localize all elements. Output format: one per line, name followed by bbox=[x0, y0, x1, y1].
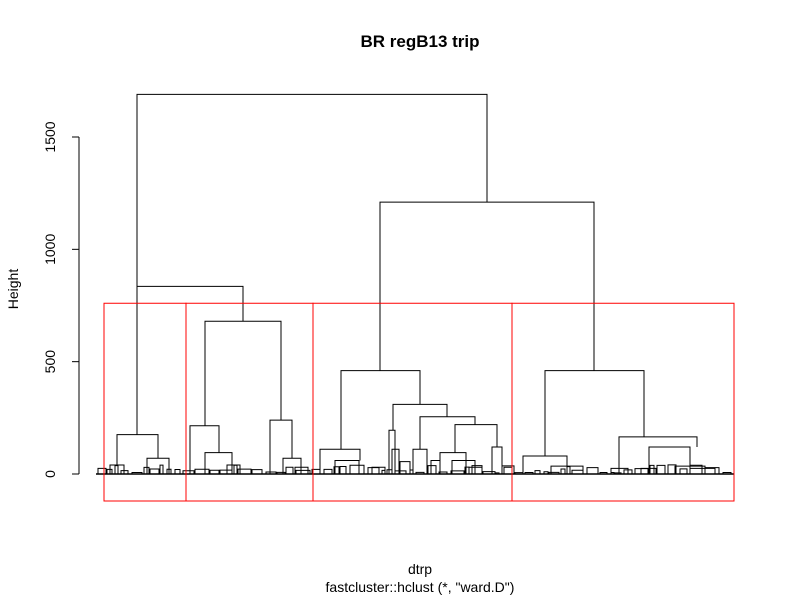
dendrogram-merge bbox=[285, 466, 294, 474]
dendrogram-merge bbox=[454, 424, 498, 453]
dendrogram-merge bbox=[391, 448, 400, 474]
dendrogram-merge bbox=[439, 452, 467, 474]
y-tick-label: 0 bbox=[42, 470, 58, 478]
dendrogram-merge bbox=[623, 469, 633, 474]
dendrogram-merge bbox=[503, 466, 513, 474]
dendrogram-merge bbox=[548, 471, 560, 474]
dendrogram-merge bbox=[560, 468, 566, 474]
dendrogram-merge bbox=[204, 452, 233, 474]
cluster-boxes bbox=[103, 302, 735, 502]
dendrogram-merge bbox=[648, 446, 691, 474]
dendrogram-merge bbox=[189, 425, 220, 474]
dendrogram-merge bbox=[667, 464, 677, 474]
dendrogram-merge bbox=[501, 465, 515, 474]
y-tick-label: 1500 bbox=[42, 121, 58, 152]
dendrogram-merge bbox=[471, 465, 483, 474]
dendrogram-merge bbox=[412, 448, 428, 474]
dendrogram-merge bbox=[679, 468, 688, 474]
dendrogram-merge bbox=[618, 436, 698, 474]
y-tick-label: 1000 bbox=[42, 234, 58, 265]
dendrogram-merge bbox=[586, 467, 599, 474]
dendrogram-merge bbox=[219, 469, 233, 474]
x-axis-label: dtrp bbox=[408, 561, 432, 577]
dendrogram-merge bbox=[367, 467, 380, 474]
dendrogram-merge bbox=[419, 416, 476, 450]
dendrogram-merge bbox=[427, 465, 437, 474]
dendrogram-merge bbox=[392, 403, 448, 431]
dendrogram-merge bbox=[311, 468, 321, 474]
dendrogram-merge bbox=[194, 468, 210, 474]
dendrogram-merge bbox=[97, 467, 107, 474]
dendrogram-merge bbox=[534, 470, 541, 474]
dendrogram-merge bbox=[276, 471, 286, 474]
chart-subtitle: fastcluster::hclust (*, "ward.D") bbox=[326, 579, 515, 595]
dendrogram-merge bbox=[464, 466, 470, 474]
cluster-box bbox=[511, 302, 735, 502]
dendrogram-branches bbox=[97, 93, 732, 474]
dendrogram-merge bbox=[182, 470, 195, 474]
dendrogram-merge bbox=[704, 467, 720, 474]
dendrogram-merge bbox=[136, 285, 244, 435]
dendrogram-merge bbox=[689, 464, 703, 474]
dendrogram-merge bbox=[349, 464, 365, 474]
dendrogram-merge bbox=[251, 469, 263, 474]
dendrogram-merge bbox=[333, 466, 340, 474]
dendrogram-merge bbox=[282, 457, 302, 474]
dendrogram-merge bbox=[120, 470, 129, 474]
dendrogram-merge bbox=[656, 464, 666, 474]
y-tick-label: 500 bbox=[42, 350, 58, 374]
dendrogram-merge bbox=[415, 471, 425, 474]
dendrogram-merge bbox=[237, 468, 252, 474]
dendrogram-merge bbox=[482, 471, 496, 474]
dendrogram-merge bbox=[334, 460, 360, 474]
dendrogram-merge bbox=[544, 370, 645, 457]
chart-title: BR regB13 trip bbox=[360, 32, 479, 51]
dendrogram-merge bbox=[379, 201, 595, 371]
dendrogram-merge bbox=[204, 320, 282, 426]
y-ticks: 0 500 1000 1500 bbox=[42, 121, 79, 478]
dendrogram-merge bbox=[340, 370, 421, 450]
dendrogram-merge bbox=[116, 434, 159, 466]
dendrogram-merge bbox=[106, 468, 113, 474]
y-axis-label: Height bbox=[5, 269, 21, 310]
dendrogram-merge bbox=[209, 469, 220, 474]
dendrogram-merge bbox=[610, 467, 629, 474]
dendrogram-merge bbox=[319, 448, 361, 474]
dendrogram-merge bbox=[233, 464, 238, 474]
dendrogram-merge bbox=[381, 469, 386, 474]
dendrogram-merge bbox=[146, 457, 170, 474]
dendrogram-merge bbox=[394, 470, 407, 474]
dendrogram-merge bbox=[166, 468, 172, 474]
dendrogram-merge bbox=[571, 469, 584, 474]
dendrogram-merge bbox=[522, 455, 568, 474]
cluster-box bbox=[103, 302, 187, 502]
dendrogram-merge bbox=[566, 466, 571, 474]
dendrogram-merge bbox=[143, 466, 150, 474]
dendrogram-merge bbox=[149, 468, 160, 474]
dendrogram-merge bbox=[438, 471, 448, 474]
dendrogram-merge bbox=[491, 446, 503, 474]
dendrogram-merge bbox=[339, 466, 347, 474]
dendrogram-merge bbox=[399, 461, 411, 474]
dendrogram-merge bbox=[388, 429, 396, 474]
dendrogram-merge bbox=[386, 469, 393, 474]
dendrogram-merge bbox=[265, 471, 277, 474]
dendrogram-merge bbox=[269, 419, 293, 474]
dendrogram-merge bbox=[159, 464, 164, 474]
dendrogram-merge bbox=[649, 464, 655, 474]
dendrogram-merge bbox=[114, 465, 119, 474]
dendrogram-merge bbox=[174, 469, 181, 474]
dendrogram-merge bbox=[634, 468, 649, 474]
dendrogram-merge bbox=[543, 471, 549, 474]
dendrogram-merge bbox=[323, 468, 333, 474]
dendrogram-merge bbox=[136, 93, 488, 287]
dendrogram-merge bbox=[295, 469, 311, 474]
dendrogram-merge bbox=[409, 469, 414, 474]
dendrogram-merge bbox=[450, 470, 465, 474]
